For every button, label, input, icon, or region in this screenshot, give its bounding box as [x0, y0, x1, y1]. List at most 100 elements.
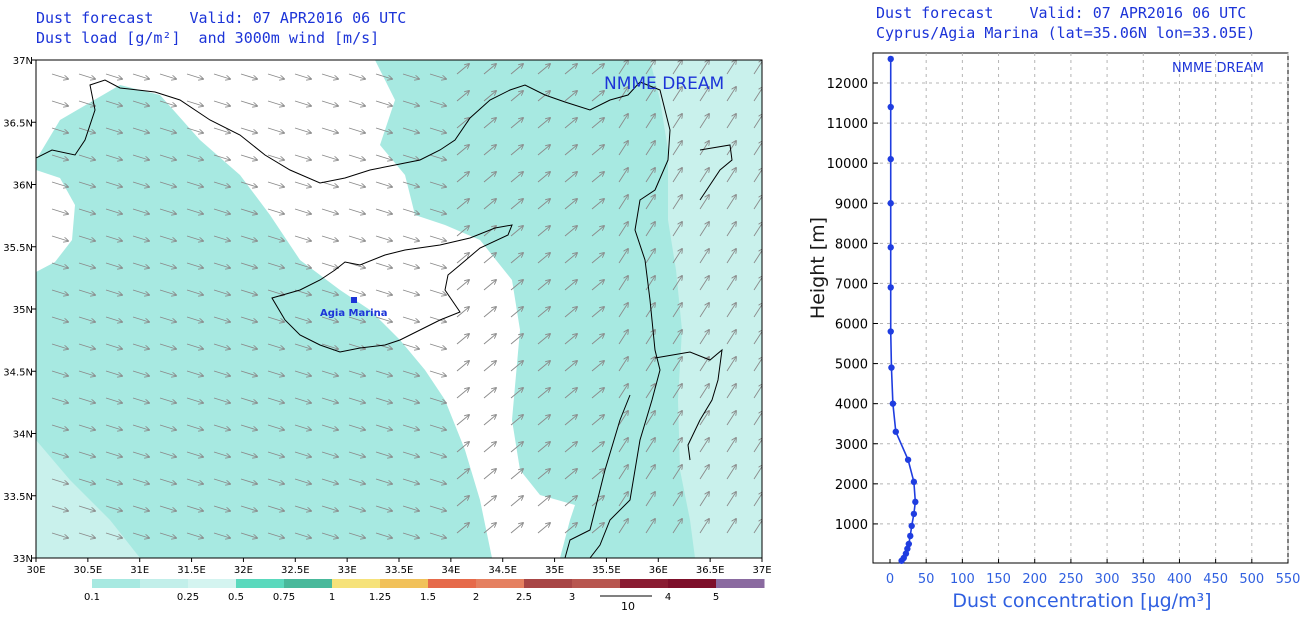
wind-arrow: [402, 181, 419, 187]
wind-arrow: [213, 289, 230, 295]
colorbar-swatch: [284, 579, 333, 588]
wind-arrow: [591, 388, 604, 399]
wind-arrow: [591, 307, 604, 318]
wind-arrow: [105, 127, 122, 133]
wind-arrow: [375, 505, 392, 511]
station-marker: [351, 297, 357, 303]
wind-arrow: [105, 532, 122, 538]
wind-arrow: [672, 384, 682, 399]
wind-arrow: [726, 303, 736, 318]
wind-arrow: [456, 64, 469, 75]
wind-arrow: [105, 262, 122, 268]
wind-arrow: [483, 91, 496, 102]
wind-arrow: [429, 451, 446, 457]
wind-arrow: [402, 154, 419, 160]
wind-arrow: [213, 370, 230, 376]
wind-arrow: [510, 280, 523, 291]
wind-arrow: [483, 496, 496, 507]
wind-reference: 10: [600, 595, 652, 613]
wind-arrow: [726, 60, 736, 75]
wind-arrow: [78, 73, 95, 79]
wind-arrow: [105, 316, 122, 322]
wind-arrow: [591, 415, 604, 426]
wind-arrow: [483, 334, 496, 345]
wind-arrow: [699, 141, 709, 156]
lon-tick-label: 32E: [234, 565, 253, 576]
wind-arrow: [78, 451, 95, 457]
wind-arrow: [294, 478, 311, 484]
wind-arrow: [348, 451, 365, 457]
colorbar-label: 1: [329, 592, 335, 603]
wind-arrow: [51, 505, 68, 511]
wind-arrow: [537, 64, 550, 75]
wind-arrow: [591, 496, 604, 507]
wind-arrow: [618, 114, 628, 129]
wind-arrow: [672, 87, 682, 102]
wind-arrow: [240, 289, 257, 295]
wind-arrow: [105, 343, 122, 349]
wind-arrow: [591, 469, 604, 480]
wind-arrow: [483, 118, 496, 129]
wind-arrow: [348, 289, 365, 295]
wind-arrow: [618, 330, 628, 345]
wind-arrow: [348, 127, 365, 133]
wind-arrow: [186, 73, 203, 79]
map-title-line1: Dust forecast Valid: 07 APR2016 06 UTC: [36, 9, 407, 27]
wind-arrow: [672, 276, 682, 291]
wind-arrow: [429, 316, 446, 322]
wind-arrow: [564, 523, 577, 534]
lon-tick-label: 34E: [441, 565, 460, 576]
lon-tick-label: 31.5E: [177, 565, 206, 576]
wind-arrow: [375, 478, 392, 484]
wind-arrow: [375, 532, 392, 538]
wind-arrow: [240, 208, 257, 214]
lon-tick-label: 37E: [752, 565, 771, 576]
wind-arrow: [726, 411, 736, 426]
wind-arrow: [591, 118, 604, 129]
wind-arrow: [186, 316, 203, 322]
wind-arrow: [456, 442, 469, 453]
wind-arrow: [510, 172, 523, 183]
lat-tick-label: 36N: [13, 181, 33, 192]
wind-arrow: [456, 199, 469, 210]
wind-arrow: [672, 357, 682, 372]
wind-arrow: [267, 370, 284, 376]
wind-arrow: [51, 478, 68, 484]
wind-arrow: [105, 505, 122, 511]
wind-arrow: [321, 154, 338, 160]
wind-arrow: [159, 505, 176, 511]
wind-arrow: [483, 172, 496, 183]
colorbar-label: 0.5: [228, 592, 244, 603]
wind-arrow: [267, 235, 284, 241]
colorbar-label: 1.5: [420, 592, 436, 603]
wind-arrow: [672, 141, 682, 156]
wind-arrow: [321, 316, 338, 322]
colorbar-swatch: [428, 579, 477, 588]
wind-arrow: [456, 226, 469, 237]
wind-arrow: [402, 262, 419, 268]
wind-arrow: [375, 73, 392, 79]
wind-arrow: [267, 451, 284, 457]
wind-arrow: [78, 505, 95, 511]
wind-arrow: [510, 307, 523, 318]
wind-arrow: [429, 100, 446, 106]
wind-arrow: [537, 496, 550, 507]
wind-arrow: [159, 478, 176, 484]
colorbar-swatch: [332, 579, 381, 588]
wind-arrow: [186, 100, 203, 106]
wind-arrow: [699, 411, 709, 426]
wind-arrow: [240, 397, 257, 403]
wind-arrow: [186, 424, 203, 430]
wind-arrow: [294, 208, 311, 214]
wind-arrow: [645, 384, 655, 399]
wind-arrow: [564, 415, 577, 426]
lat-tick-label: 36.5N: [3, 118, 33, 129]
wind-arrow: [564, 307, 577, 318]
wind-arrow: [429, 478, 446, 484]
lon-tick-label: 34.5E: [488, 565, 517, 576]
wind-arrow: [564, 496, 577, 507]
wind-arrow: [537, 307, 550, 318]
wind-arrow: [240, 451, 257, 457]
wind-arrow: [564, 64, 577, 75]
wind-arrow: [105, 424, 122, 430]
